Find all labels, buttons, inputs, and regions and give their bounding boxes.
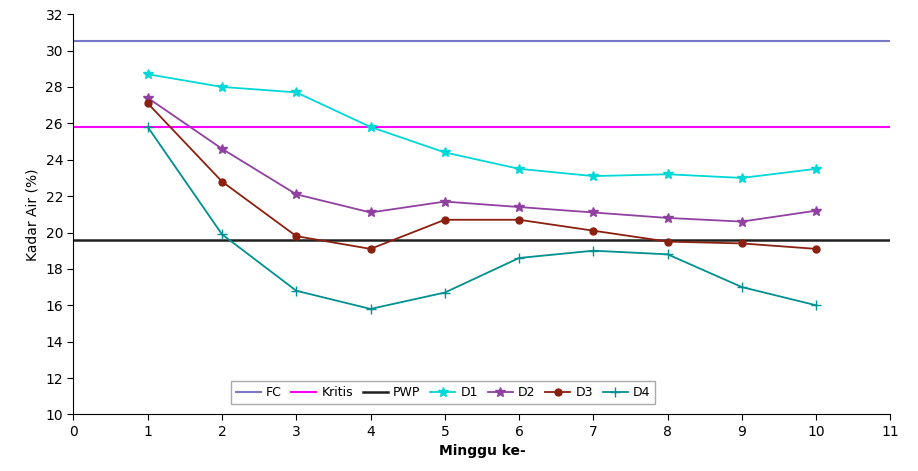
X-axis label: Minggu ke-: Minggu ke- — [439, 445, 525, 458]
Y-axis label: Kadar Air (%): Kadar Air (%) — [26, 168, 39, 260]
Legend: FC, Kritis, PWP, D1, D2, D3, D4: FC, Kritis, PWP, D1, D2, D3, D4 — [230, 381, 655, 404]
